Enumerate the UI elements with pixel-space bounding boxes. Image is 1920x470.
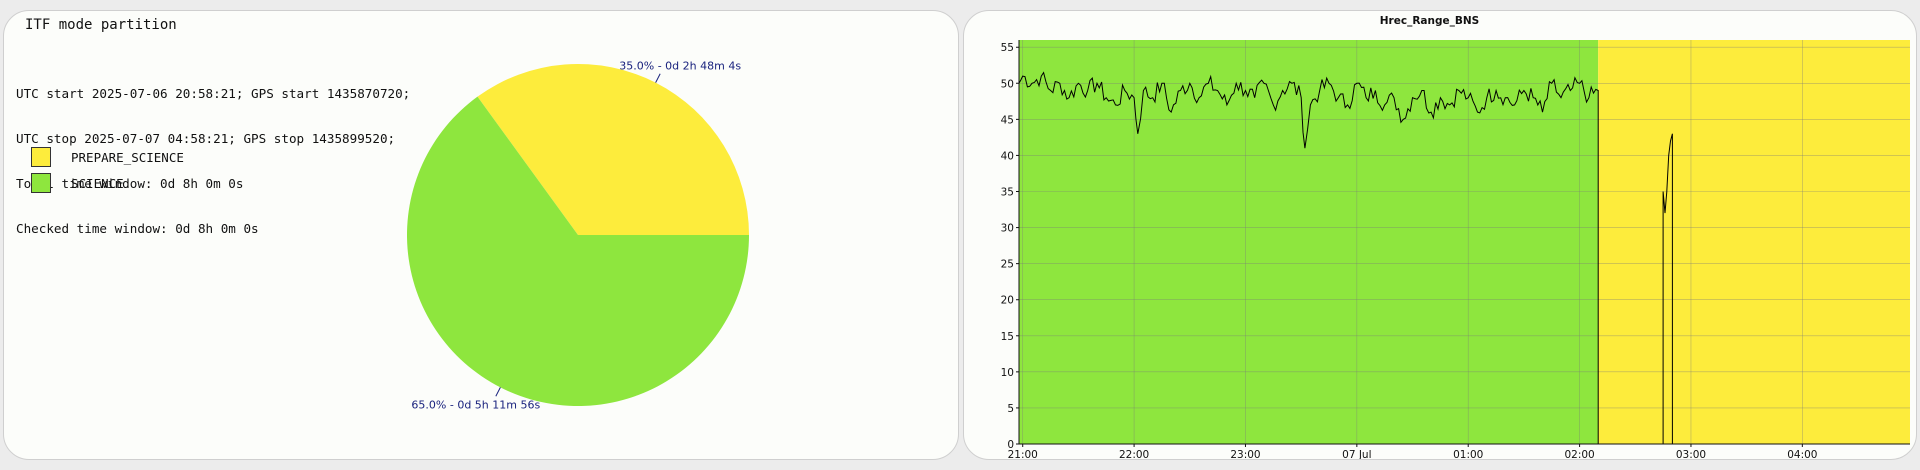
pie-slice-label: 65.0% - 0d 5h 11m 56s [411, 398, 540, 411]
x-tick-label: 23:00 [1230, 449, 1260, 460]
info-line-checked-window: Checked time window: 0d 8h 0m 0s [16, 221, 259, 236]
x-tick-label: 01:00 [1453, 449, 1483, 460]
y-tick-label: 40 [1001, 150, 1014, 162]
y-tick-label: 0 [1007, 439, 1014, 451]
x-tick-label: 22:00 [1119, 449, 1149, 460]
x-tick-label: 02:00 [1564, 449, 1594, 460]
y-tick-label: 50 [1001, 78, 1014, 90]
background-segment-science [1019, 40, 1599, 444]
time-window-info: UTC start 2025-07-06 20:58:21; GPS start… [16, 56, 410, 266]
pie-label-leader [655, 73, 661, 83]
pie-slice-label: 35.0% - 0d 2h 48m 4s [619, 60, 741, 73]
line-chart: Hrec_Range_BNS 0 5 10 15 20 25 30 35 40 45 50 55 21:0… [1001, 15, 1910, 460]
x-tick-label: 21:00 [1008, 449, 1038, 460]
y-tick-label: 30 [1001, 223, 1014, 235]
hrec-range-panel: Hrec_Range_BNS 0 5 10 15 20 25 30 35 40 45 50 55 21:0… [963, 10, 1917, 460]
legend-swatch-science [31, 173, 51, 193]
y-tick-label: 35 [1001, 187, 1014, 199]
pie-chart: 35.0% - 0d 2h 48m 4s 65.0% - 0d 5h 11m 56… [407, 60, 749, 411]
x-tick-label: 03:00 [1676, 449, 1706, 460]
y-tick-label: 20 [1001, 295, 1014, 307]
pie-label-leader [495, 387, 501, 397]
series-line-hrec-range-bns [1018, 71, 1677, 445]
x-tick-label: 04:00 [1787, 449, 1817, 460]
mode-partition-panel: ITF mode partition UTC start 2025-07-06 … [3, 10, 959, 460]
pie-slice-science [407, 96, 749, 407]
y-tick-label: 5 [1007, 403, 1014, 415]
legend-swatch-prepare-science [31, 147, 51, 167]
y-tick-label: 45 [1001, 114, 1014, 126]
y-tick-label: 25 [1001, 259, 1014, 271]
panel-title: ITF mode partition [25, 17, 177, 33]
y-tick-label: 15 [1001, 331, 1014, 343]
pie-slice-prepare-science [477, 63, 749, 235]
background-segment-prepare-science [1598, 40, 1910, 444]
x-tick-label: 07 Jul [1342, 449, 1371, 460]
legend-label: SCIENCE [71, 176, 124, 191]
chart-title: Hrec_Range_BNS [1380, 15, 1479, 27]
info-line-utc-start: UTC start 2025-07-06 20:58:21; GPS start… [16, 86, 411, 101]
y-tick-label: 55 [1001, 42, 1014, 54]
y-tick-label: 10 [1001, 367, 1014, 379]
legend-label: PREPARE_SCIENCE [71, 150, 184, 165]
info-line-utc-stop: UTC stop 2025-07-07 04:58:21; GPS stop 1… [16, 131, 396, 146]
